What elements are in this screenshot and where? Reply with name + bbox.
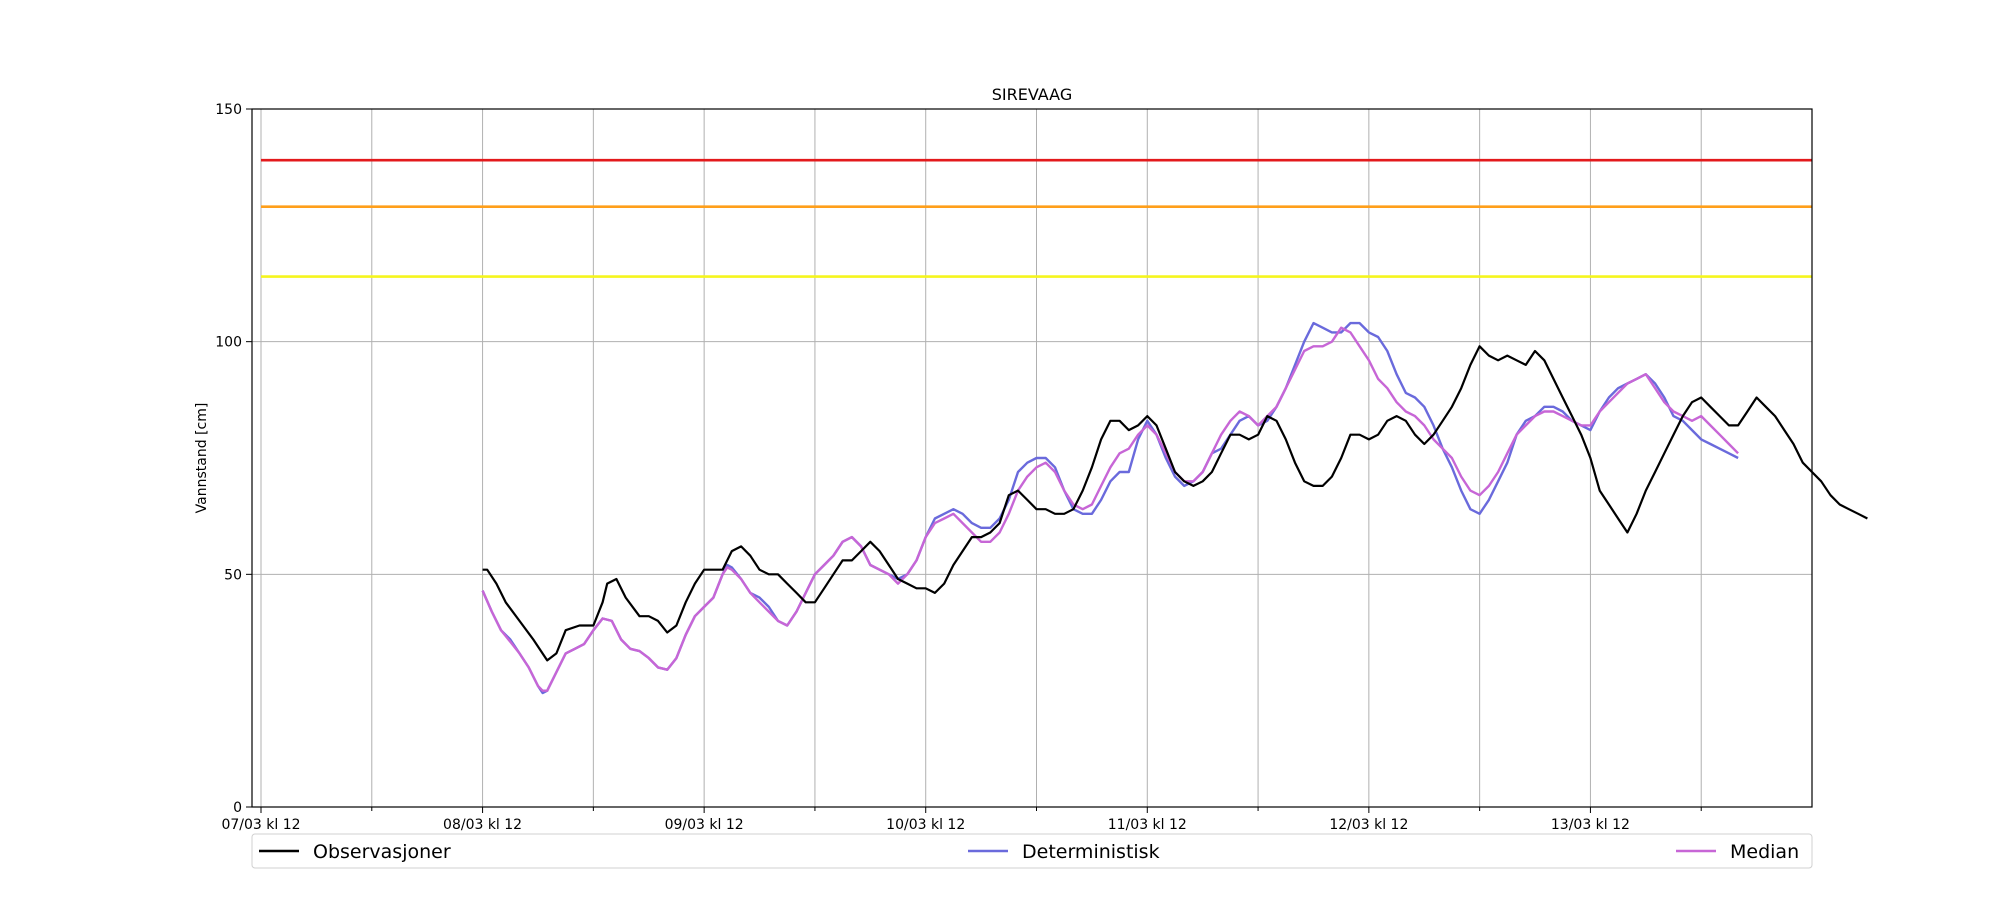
x-axis-ticks: 07/03 kl 12 08/03 kl 12 09/03 kl 12 10/03 k… (221, 807, 1702, 833)
series-lines (481, 321, 1868, 695)
y-tick-label: 50 (224, 567, 242, 583)
legend-label: Observasjoner (313, 841, 451, 863)
chart-title: SIREVAAG (992, 85, 1072, 104)
x-tick-label: 12/03 kl 12 (1329, 817, 1408, 833)
x-tick-label: 08/03 kl 12 (443, 817, 522, 833)
x-tick-label: 10/03 kl 12 (886, 817, 965, 833)
x-tick-label: 13/03 kl 12 (1551, 817, 1630, 833)
plot-frame (251, 108, 1813, 808)
legend-label: Deterministisk (1022, 841, 1160, 863)
y-axis-ticks: 0 50 100 150 (215, 102, 252, 816)
threshold-lines (261, 158, 1812, 278)
y-tick-label: 0 (233, 800, 242, 816)
grid (252, 108, 1812, 808)
series-line-median (481, 326, 1739, 692)
y-tick-label: 150 (215, 102, 242, 118)
legend: Observasjoner Deterministisk Median (251, 833, 1813, 869)
x-tick-label: 07/03 kl 12 (221, 817, 300, 833)
series-line-observasjoner (482, 345, 1868, 662)
series-line-deterministisk (481, 321, 1739, 695)
legend-box (251, 833, 1813, 869)
x-tick-label: 09/03 kl 12 (665, 817, 744, 833)
y-axis-label: Vannstand [cm] (194, 403, 210, 514)
legend-label: Median (1730, 841, 1799, 863)
x-tick-label: 11/03 kl 12 (1108, 817, 1187, 833)
y-tick-label: 100 (215, 335, 242, 351)
